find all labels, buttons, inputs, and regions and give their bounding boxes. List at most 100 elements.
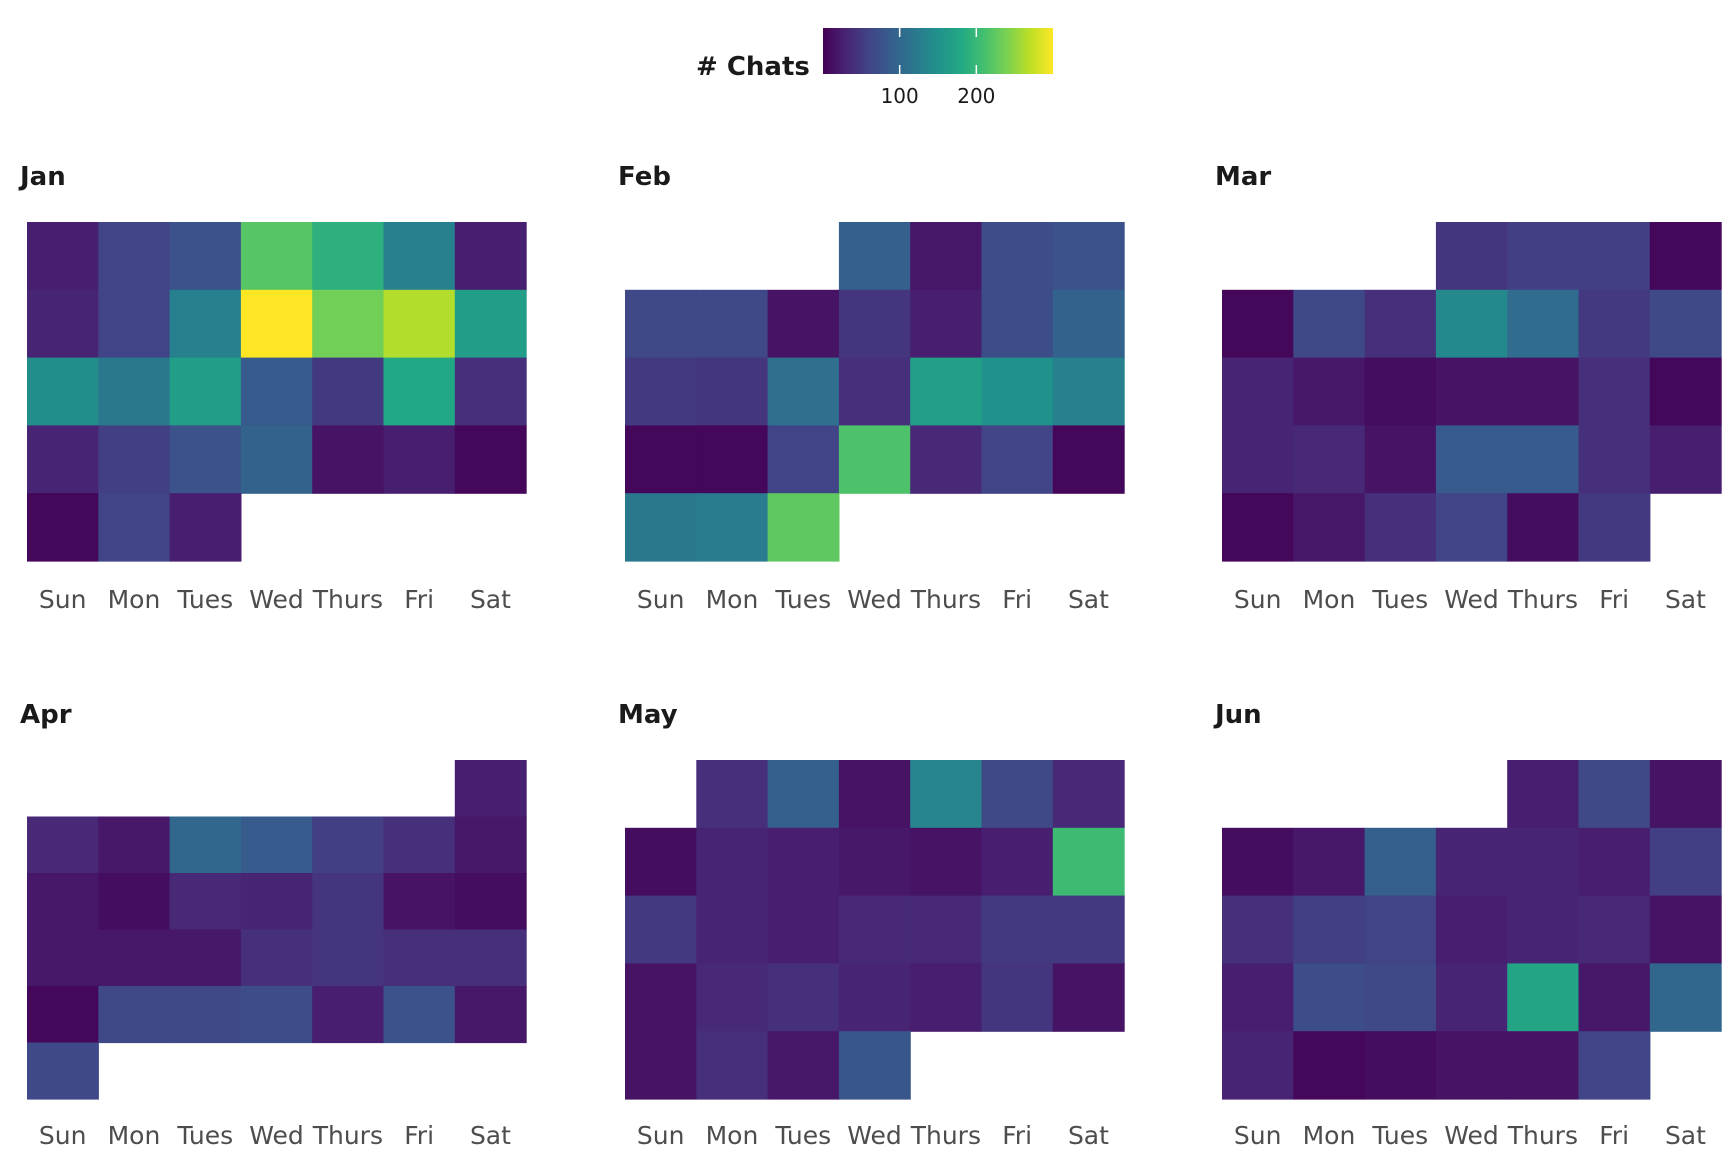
heatmap-cell: [27, 929, 99, 987]
heatmap-cell: [169, 289, 242, 359]
heatmap-cell: [1578, 963, 1651, 1032]
heatmap-cell: [838, 963, 911, 1032]
heatmap-cell: [454, 816, 527, 874]
heatmap-cell: [1052, 357, 1125, 426]
heatmap-cell: [767, 963, 840, 1032]
heatmap-cell: [98, 425, 171, 494]
heatmap-cell: [383, 222, 456, 291]
panel-jun: [1222, 760, 1722, 1100]
heatmap-cell: [454, 289, 527, 359]
heatmap-cell: [1649, 222, 1722, 291]
heatmap-cell: [312, 289, 385, 359]
heatmap-cell: [1507, 493, 1580, 562]
color-legend: [823, 28, 1053, 74]
heatmap-cell: [1222, 493, 1294, 562]
heatmap-cell: [98, 816, 171, 874]
heatmap-cell: [1507, 222, 1580, 291]
heatmap-cell: [625, 357, 697, 426]
heatmap-cell: [1578, 289, 1651, 359]
heatmap-cell: [240, 929, 313, 987]
heatmap-cell: [910, 425, 983, 494]
heatmap-cell: [454, 222, 527, 291]
panel-mar: [1222, 222, 1722, 562]
heatmap-cell: [838, 222, 911, 291]
heatmap-cell: [625, 963, 697, 1032]
month-panels: [27, 222, 1722, 1100]
heatmap-cell: [240, 357, 313, 426]
heatmap-cell: [1222, 289, 1294, 359]
heatmap-cell: [1052, 895, 1125, 964]
heatmap-cell: [1578, 222, 1651, 291]
heatmap-cell: [767, 493, 840, 562]
heatmap-cell: [1222, 895, 1294, 964]
heatmap-cell: [1578, 425, 1651, 494]
heatmap-cell: [625, 1031, 697, 1100]
heatmap-cell: [27, 425, 99, 494]
heatmap-cell: [1052, 289, 1125, 359]
heatmap-cell: [1435, 895, 1508, 964]
heatmap-cell: [1649, 289, 1722, 359]
panel-may: [625, 760, 1125, 1100]
heatmap-cell: [910, 222, 983, 291]
heatmap-cell: [1649, 827, 1722, 897]
heatmap-cell: [696, 895, 769, 964]
day-tick-label: Sat: [469, 585, 511, 614]
heatmap-cell: [910, 760, 983, 829]
heatmap-cell: [454, 929, 527, 987]
heatmap-cell: [910, 289, 983, 359]
legend-colorbar: [823, 28, 1053, 74]
heatmap-cell: [98, 289, 171, 359]
day-tick-label: Tues: [177, 1121, 234, 1150]
heatmap-cell: [98, 493, 171, 562]
heatmap-cell: [1578, 895, 1651, 964]
heatmap-cell: [981, 963, 1054, 1032]
heatmap-cell: [838, 425, 911, 494]
heatmap-cell: [1507, 357, 1580, 426]
day-tick-label: Sun: [1233, 585, 1282, 614]
heatmap-cell: [1222, 1031, 1294, 1100]
heatmap-cell: [1222, 827, 1294, 897]
heatmap-cell: [1435, 493, 1508, 562]
day-tick-label: Sun: [636, 1121, 685, 1150]
panel-title: Feb: [618, 162, 671, 192]
heatmap-cell: [454, 986, 527, 1044]
heatmap-cell: [910, 827, 983, 897]
heatmap-cell: [1578, 827, 1651, 897]
panel-title: Jan: [20, 162, 66, 192]
heatmap-cell: [696, 1031, 769, 1100]
heatmap-cell: [1649, 357, 1722, 426]
day-tick-label: Sat: [1664, 1121, 1706, 1150]
heatmap-cell: [454, 873, 527, 931]
heatmap-cell: [1578, 357, 1651, 426]
day-tick-label: Wed: [249, 1121, 304, 1150]
day-tick-label: Mon: [107, 585, 161, 614]
heatmap-cell: [1364, 827, 1437, 897]
heatmap-cell: [838, 760, 911, 829]
heatmap-cell: [767, 760, 840, 829]
heatmap-cell: [240, 816, 313, 874]
heatmap-cell: [312, 357, 385, 426]
heatmap-cell: [625, 289, 697, 359]
heatmap-cell: [1435, 827, 1508, 897]
heatmap-cell: [696, 827, 769, 897]
heatmap-cell: [98, 873, 171, 931]
day-tick-label: Mon: [1302, 1121, 1356, 1150]
day-tick-label: Sun: [38, 1121, 87, 1150]
heatmap-cell: [767, 895, 840, 964]
heatmap-cell: [98, 357, 171, 426]
heatmap-cell: [1364, 963, 1437, 1032]
day-tick-label: Fri: [404, 585, 435, 614]
heatmap-cell: [981, 760, 1054, 829]
day-tick-label: Tues: [775, 1121, 832, 1150]
heatmap-cell: [1435, 289, 1508, 359]
heatmap-cell: [910, 895, 983, 964]
heatmap-cell: [1364, 1031, 1437, 1100]
day-tick-label: Tues: [775, 585, 832, 614]
heatmap-cell: [838, 289, 911, 359]
day-tick-label: Tues: [177, 585, 234, 614]
day-tick-label: Mon: [705, 1121, 759, 1150]
heatmap-cell: [767, 425, 840, 494]
heatmap-cell: [454, 425, 527, 494]
day-tick-label: Tues: [1372, 1121, 1429, 1150]
